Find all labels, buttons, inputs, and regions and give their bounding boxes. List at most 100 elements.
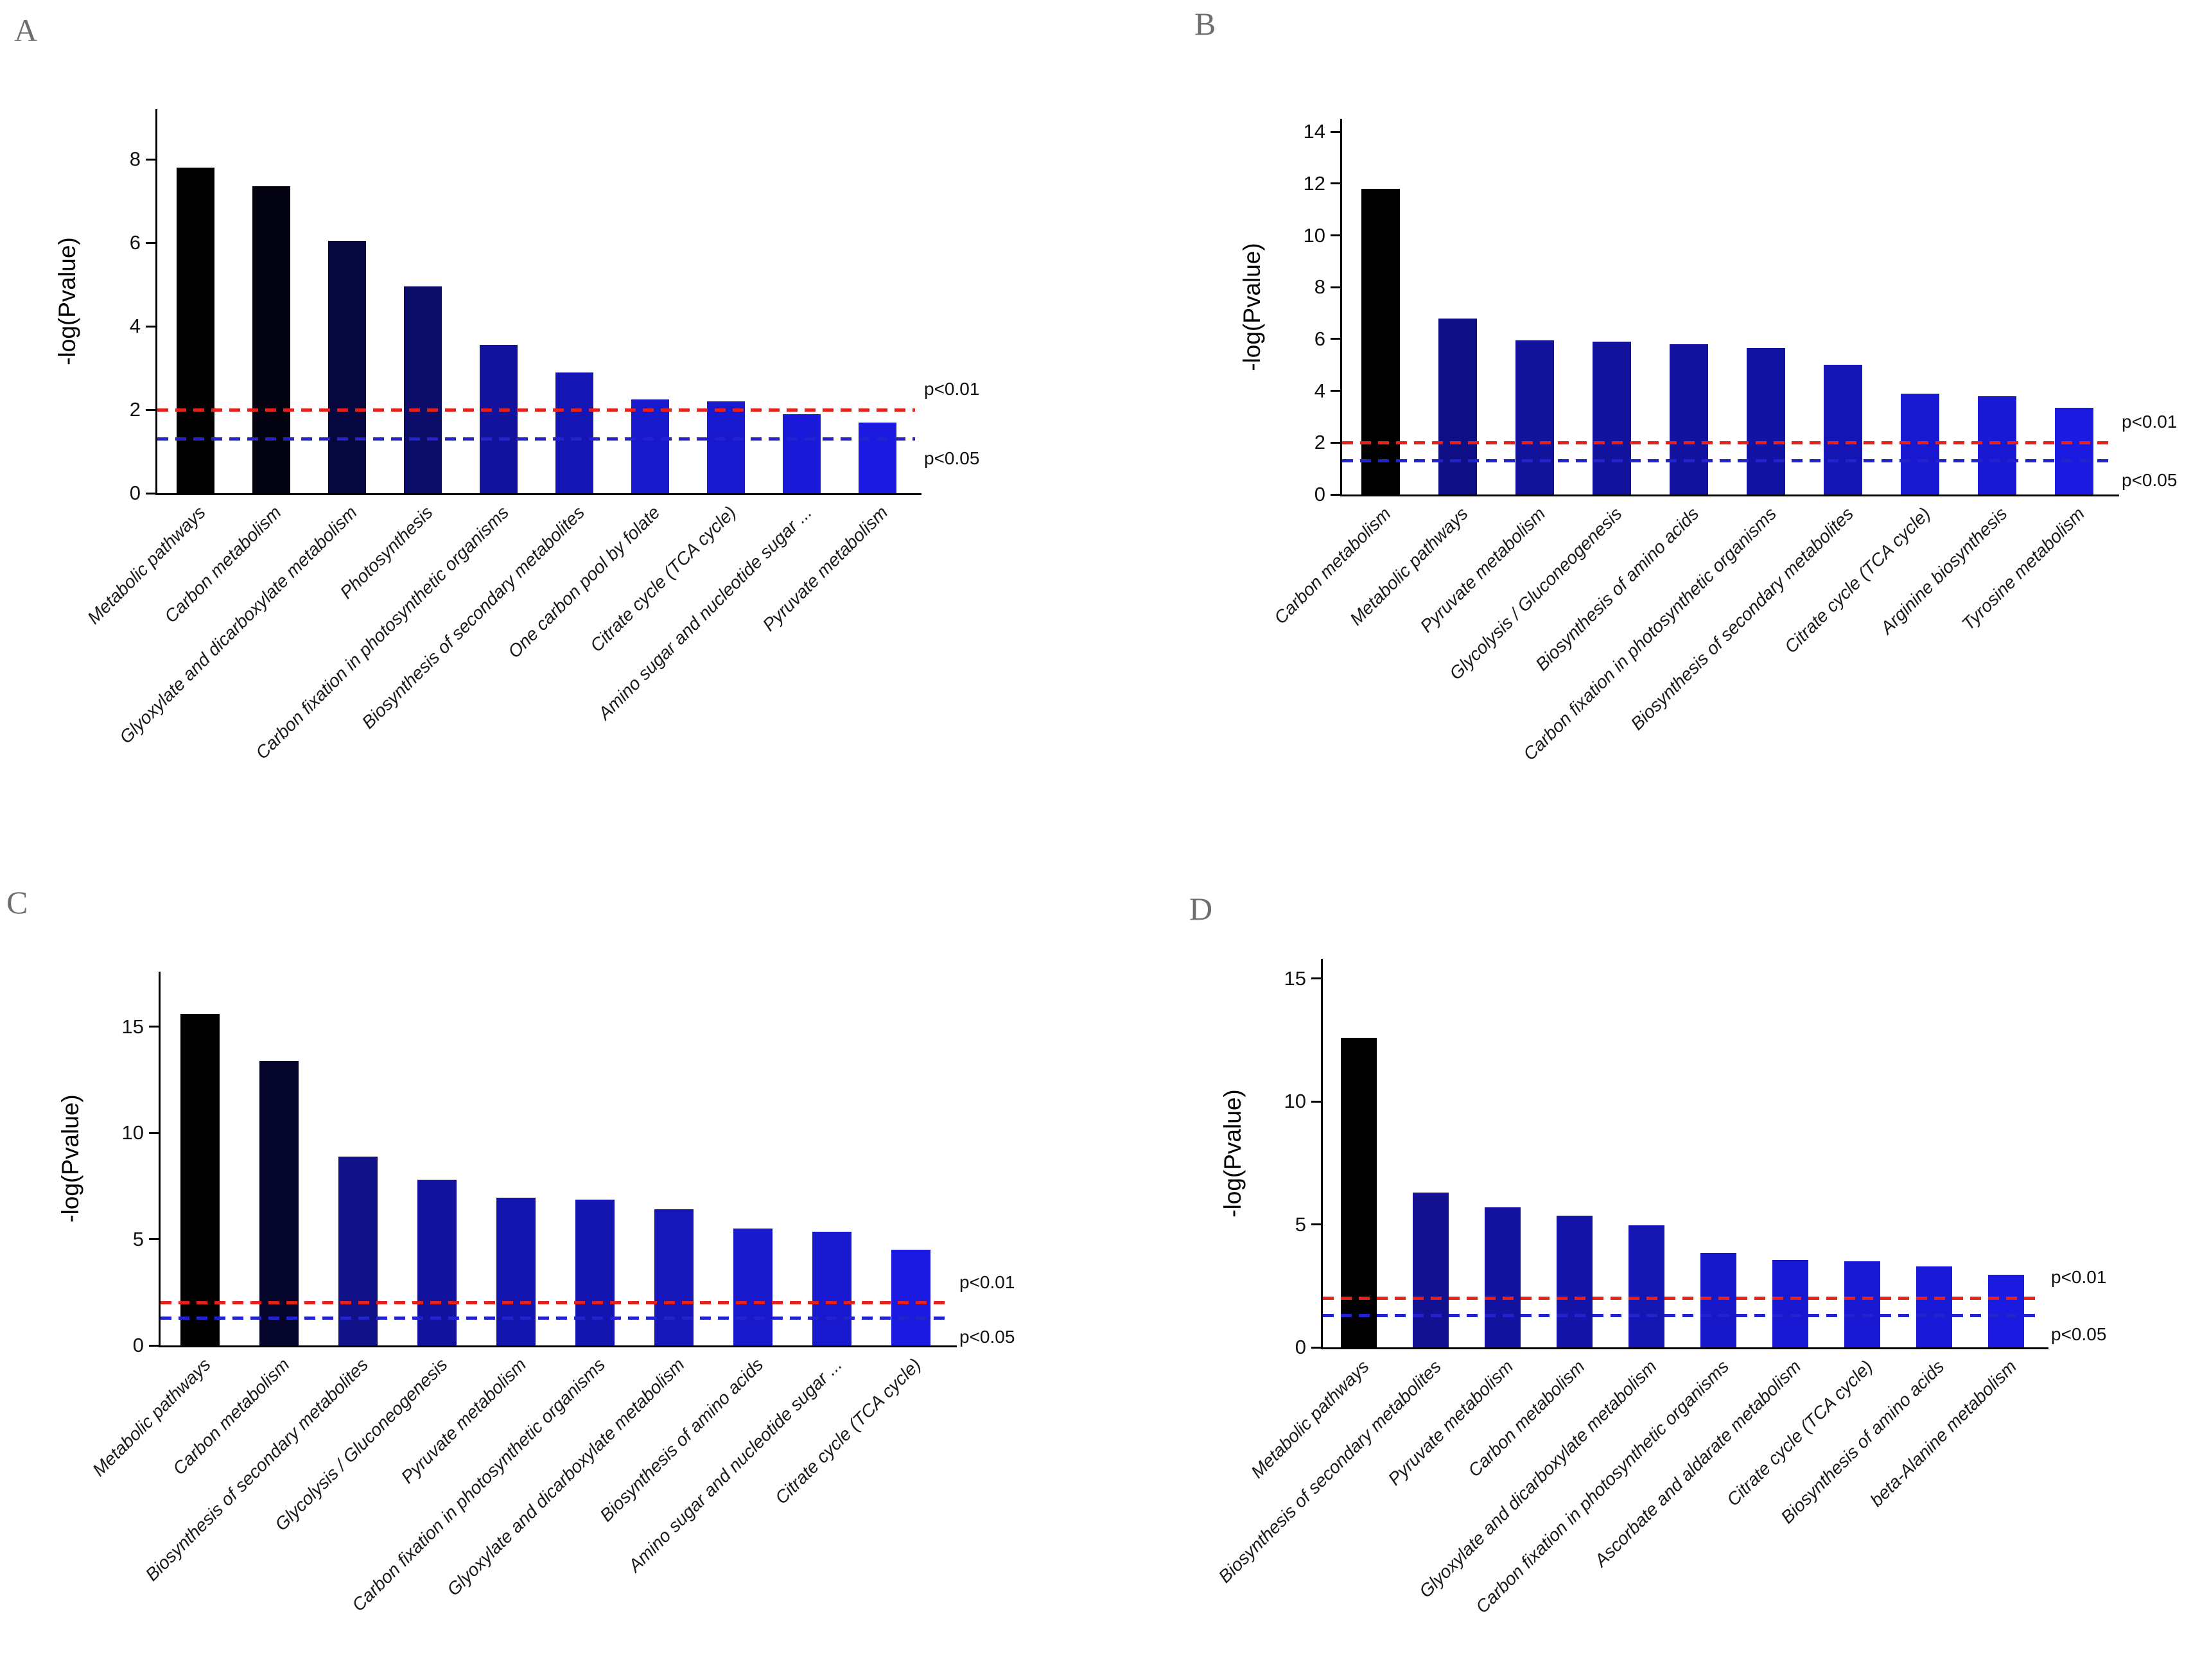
y-tick-label: 5 xyxy=(132,1227,144,1250)
bar xyxy=(654,1209,694,1345)
threshold-line-p01 xyxy=(1342,441,2113,444)
bar xyxy=(479,345,518,493)
y-tick-label: 8 xyxy=(1314,276,1325,299)
bar xyxy=(1824,365,1862,494)
panel-c: C -log(Pvalue) 0 5 10 15 p<0.01 p<0.05 Metaboli… xyxy=(0,840,1104,1680)
y-axis xyxy=(159,972,161,1345)
threshold-line-p05 xyxy=(157,437,915,441)
y-tick-mark xyxy=(146,158,155,161)
bar xyxy=(1361,188,1400,494)
threshold-line-p01 xyxy=(157,408,915,412)
x-axis xyxy=(1340,494,2119,496)
panel-letter: A xyxy=(14,12,38,48)
x-axis xyxy=(155,493,921,495)
y-tick-label: 10 xyxy=(1303,223,1325,247)
x-category-label: Biosynthesis of amino acids xyxy=(1532,503,1703,675)
y-tick-label: 0 xyxy=(1295,1336,1306,1358)
threshold-line-p01 xyxy=(1323,1296,2042,1300)
bar xyxy=(176,168,214,493)
plot-area-a: -log(Pvalue) 0 2 4 6 8 p<0.01 p<0.05 Metabolic p… xyxy=(54,109,979,763)
bar xyxy=(403,286,442,493)
x-category-label: Metabolic pathways xyxy=(1247,1356,1373,1482)
y-tick-label: 15 xyxy=(121,1015,144,1038)
bar xyxy=(1978,396,2016,494)
bar xyxy=(1916,1266,1952,1347)
y-tick-mark xyxy=(1331,182,1340,185)
bar xyxy=(1988,1275,2024,1347)
y-tick-label: 2 xyxy=(1314,431,1325,454)
x-category-label: Citrate cycle (TCA cycle) xyxy=(1722,1356,1876,1510)
bar xyxy=(1700,1252,1736,1347)
y-tick-mark xyxy=(149,1132,159,1134)
y-tick-mark xyxy=(146,325,155,328)
y-tick-label: 0 xyxy=(129,482,141,504)
bar xyxy=(631,399,669,493)
bar xyxy=(1844,1261,1880,1347)
bar xyxy=(1628,1225,1664,1347)
bar xyxy=(1515,340,1554,494)
y-tick-mark xyxy=(149,1344,159,1347)
bar xyxy=(733,1229,773,1345)
y-tick-mark xyxy=(1331,286,1340,288)
x-category-label: Arginine biosynthesis xyxy=(1876,503,2011,638)
threshold-line-p05 xyxy=(161,1316,950,1320)
y-tick-label: 4 xyxy=(129,315,141,337)
y-tick-mark xyxy=(146,408,155,411)
x-category-label: Pyruvate metabolism xyxy=(1384,1356,1517,1489)
bar xyxy=(327,240,366,493)
y-axis xyxy=(1321,959,1323,1347)
panel-b: B -log(Pvalue) 0 2 4 6 8 10 12 14 p<0.01 p<0.05 Car… xyxy=(1104,0,2209,840)
bar xyxy=(858,422,896,493)
y-tick-label: 0 xyxy=(1314,483,1325,505)
bar xyxy=(252,186,290,493)
bar xyxy=(1438,318,1477,494)
y-tick-mark xyxy=(1331,390,1340,392)
bar xyxy=(1593,341,1631,494)
plot-area-b: -log(Pvalue) 0 2 4 6 8 10 12 14 p<0.01 p<0.05 Carbo… xyxy=(1239,119,2177,764)
y-tick-label: 6 xyxy=(1314,327,1325,350)
y-axis xyxy=(1340,119,1342,494)
threshold-label-p01: p<0.01 xyxy=(924,379,980,399)
threshold-label-p05: p<0.05 xyxy=(2122,469,2178,490)
threshold-label-p05: p<0.05 xyxy=(924,448,980,468)
bar xyxy=(1670,344,1708,494)
plot-area-c: -log(Pvalue) 0 5 10 15 p<0.01 p<0.05 Metabolic … xyxy=(57,972,1015,1615)
y-tick-label: 0 xyxy=(132,1334,144,1356)
bar xyxy=(782,414,821,493)
y-tick-mark xyxy=(1331,441,1340,444)
y-tick-label: 12 xyxy=(1303,171,1325,195)
y-axis-title: -log(Pvalue) xyxy=(54,237,80,365)
threshold-label-p01: p<0.01 xyxy=(2051,1267,2107,1288)
bar xyxy=(706,401,745,493)
y-tick-mark xyxy=(146,492,155,494)
y-tick-mark xyxy=(1331,493,1340,496)
bar xyxy=(1341,1037,1377,1347)
bar xyxy=(417,1180,457,1345)
y-tick-mark xyxy=(1311,1223,1321,1226)
panel-letter: C xyxy=(6,884,28,920)
bar xyxy=(1747,348,1785,494)
y-tick-mark xyxy=(146,241,155,244)
bar xyxy=(180,1014,220,1345)
y-tick-label: 2 xyxy=(129,398,141,421)
y-tick-mark xyxy=(1311,1346,1321,1349)
y-tick-mark xyxy=(1311,977,1321,980)
y-tick-label: 5 xyxy=(1295,1212,1306,1236)
bar xyxy=(812,1232,852,1345)
y-tick-label: 10 xyxy=(1284,1090,1306,1113)
x-category-label: beta-Alanine metabolism xyxy=(1866,1356,2020,1510)
panel-a: A -log(Pvalue) 0 2 4 6 8 p<0.01 p<0.05 Metabolic… xyxy=(0,0,1104,840)
x-category-label: Pyruvate metabolism xyxy=(758,502,891,635)
x-category-label: Citrate cycle (TCA cycle) xyxy=(586,502,740,656)
threshold-label-p05: p<0.05 xyxy=(2051,1324,2107,1345)
y-tick-label: 15 xyxy=(1284,967,1306,990)
threshold-line-p05 xyxy=(1323,1313,2042,1317)
y-tick-label: 6 xyxy=(129,231,141,254)
x-category-label: Pyruvate metabolism xyxy=(1416,503,1549,636)
y-tick-mark xyxy=(149,1026,159,1028)
threshold-label-p01: p<0.01 xyxy=(2122,412,2178,432)
panel-d: D -log(Pvalue) 0 5 10 15 p<0.01 p<0.05 Metaboli… xyxy=(1104,840,2209,1680)
y-tick-label: 4 xyxy=(1314,379,1325,402)
threshold-line-p05 xyxy=(1342,459,2113,463)
y-axis-title: -log(Pvalue) xyxy=(1219,1089,1246,1218)
